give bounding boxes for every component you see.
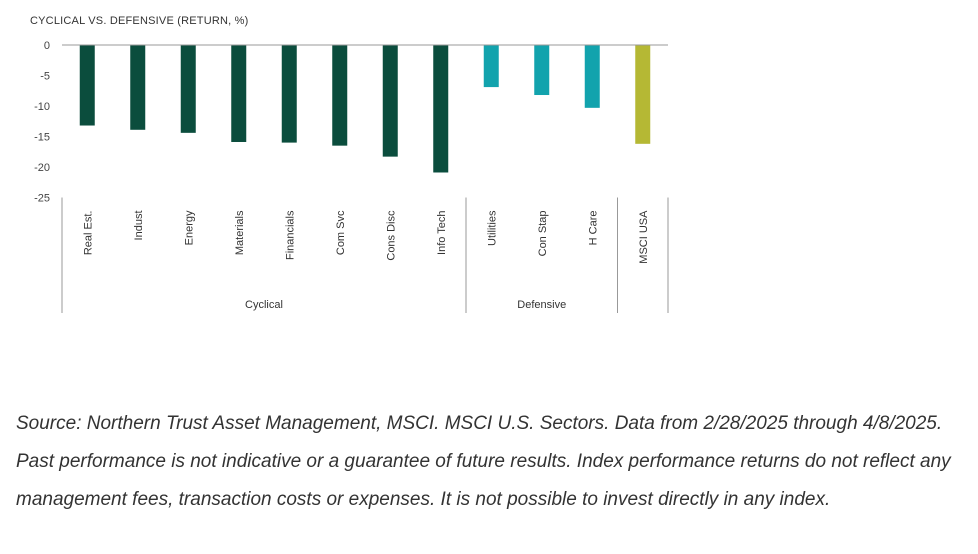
- category-label: MSCI USA: [638, 210, 650, 264]
- category-label: Materials: [234, 210, 246, 255]
- y-tick-label: -15: [34, 132, 50, 144]
- category-label: Com Svc: [335, 210, 347, 255]
- bar: [180, 45, 196, 133]
- bar: [433, 45, 449, 173]
- y-axis-ticks: 0 -5 -10 -15 -20 -25: [34, 40, 50, 205]
- bar: [534, 45, 550, 96]
- group-label: Cyclical: [245, 299, 283, 311]
- bar: [332, 45, 348, 146]
- category-label: Financials: [284, 210, 296, 260]
- group-label: Defensive: [517, 299, 566, 311]
- category-label: Con Stap: [537, 211, 549, 257]
- bar: [635, 45, 651, 144]
- category-label: Indust: [133, 211, 145, 241]
- bar: [130, 45, 146, 130]
- bar: [483, 45, 499, 88]
- category-label: Info Tech: [436, 211, 448, 255]
- y-tick-label: -10: [34, 101, 50, 113]
- source-note: Source: Northern Trust Asset Management,…: [16, 413, 951, 510]
- bar: [79, 45, 95, 126]
- category-label: Cons Disc: [385, 210, 397, 261]
- category-label: Utilities: [486, 210, 498, 246]
- bar: [584, 45, 600, 108]
- bars: [79, 45, 651, 173]
- group-axis: Cyclical Defensive: [61, 197, 669, 313]
- bar: [382, 45, 398, 157]
- category-label: Real Est.: [82, 211, 94, 256]
- bar: [281, 45, 297, 143]
- chart-title: CYCLICAL VS. DEFENSIVE (RETURN, %): [30, 15, 249, 27]
- bar-chart: 0 -5 -10 -15 -20 -25 Real Est. Indust Energy Mat…: [34, 40, 669, 313]
- y-tick-label: -25: [34, 193, 50, 205]
- y-tick-label: 0: [44, 40, 50, 52]
- bar: [231, 45, 247, 142]
- category-label: Energy: [183, 210, 195, 245]
- y-tick-label: -5: [40, 71, 50, 83]
- category-label: H Care: [587, 211, 599, 246]
- category-axis: Real Est. Indust Energy Materials Financials…: [82, 210, 650, 264]
- y-tick-label: -20: [34, 162, 50, 174]
